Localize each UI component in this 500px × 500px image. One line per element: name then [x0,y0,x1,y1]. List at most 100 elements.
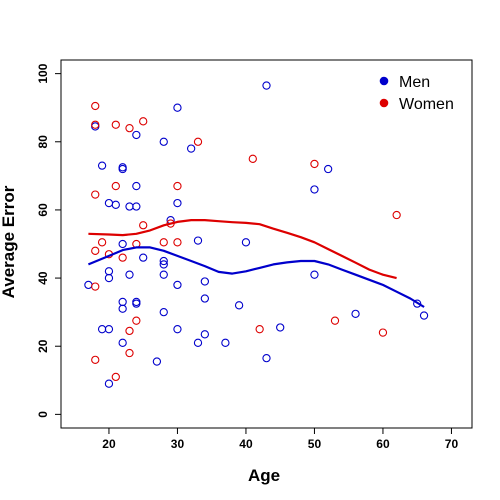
men-point [118,163,127,172]
men-point [173,198,182,208]
women-point [91,355,100,365]
men-point [173,103,182,112]
men-point [351,309,360,319]
men-point [104,273,114,283]
women-point [91,190,100,199]
men-point [262,353,271,363]
x-tick-label: 60 [376,437,390,451]
men-point [97,325,107,334]
women-point [125,123,134,133]
x-tick-label: 50 [308,437,322,451]
women-point [91,246,100,255]
women-point [310,159,319,169]
y-axis-title: Average Error [0,185,18,298]
men-point [132,181,141,191]
y-axis: 0 20 40 60 80 100 [36,63,62,418]
women-point [132,316,141,325]
x-tick-label: 20 [102,437,116,451]
women-point [378,328,388,337]
men-point [159,270,168,279]
men-point [200,294,209,303]
women-smooth-curve [88,219,397,280]
men-point [200,330,209,339]
men-point [104,325,114,334]
men-point [152,357,162,366]
x-tick-label: 30 [171,437,185,451]
men-point [159,137,168,146]
legend: Men Women [379,74,454,113]
men-point [323,164,333,174]
men-point [173,325,182,334]
x-axis-title: Age [248,466,280,485]
women-point [173,238,182,247]
plot-frame [60,59,473,429]
y-tick-label: 80 [36,135,50,149]
women-point [330,316,340,325]
x-tick-label: 40 [239,437,253,451]
men-point [111,200,120,209]
women-point [111,181,120,191]
men-point [234,301,244,310]
men-point [310,270,319,279]
men-point [262,81,271,90]
men-smooth-curve [87,246,425,308]
men-point [104,267,114,276]
men-point [132,130,141,140]
y-tick-label: 100 [36,63,50,83]
men-point [132,297,141,307]
men-point [97,161,107,170]
men-point [159,307,168,317]
men-point [221,338,230,347]
smooth-curves [87,219,425,308]
women-point [139,117,148,126]
x-axis: 20 30 40 50 60 70 [102,427,459,451]
men-point [118,297,127,307]
women-point [173,181,182,191]
men-point [193,338,203,347]
women-point [91,120,100,129]
women-point [255,325,264,334]
men-point [419,311,429,320]
men-point [118,338,127,347]
women-point [193,137,203,146]
men-point [193,236,203,245]
men-legend-marker [379,76,389,86]
women-point [125,326,134,336]
y-tick-label: 0 [36,411,50,418]
men-legend-label: Men [399,74,430,91]
men-point [104,198,114,208]
women-point [159,238,168,247]
y-tick-label: 40 [36,271,50,285]
men-point [159,256,168,266]
men-point [125,270,134,279]
women-point [97,238,107,247]
men-point [118,239,127,249]
men-point [139,253,148,262]
men-point [200,277,209,286]
men-point [118,304,127,313]
men-point [84,280,93,290]
men-point [132,202,141,211]
men-point [241,238,251,247]
women-point [139,221,148,230]
data-points [84,81,429,388]
y-tick-label: 20 [36,339,50,353]
women-point [91,282,100,291]
men-point [159,260,168,269]
men-point [132,299,141,308]
men-point [173,280,182,290]
men-point [118,164,127,174]
women-point [125,348,134,358]
women-legend-label: Women [399,96,454,113]
women-point [91,101,100,111]
x-tick-label: 70 [445,437,459,451]
women-point [118,253,127,262]
women-point [392,210,401,220]
men-point [91,122,100,131]
women-legend-marker [379,98,389,108]
men-point [310,185,319,194]
men-point [104,379,114,388]
y-tick-label: 60 [36,203,50,217]
men-point [186,144,196,153]
men-point [125,202,134,211]
